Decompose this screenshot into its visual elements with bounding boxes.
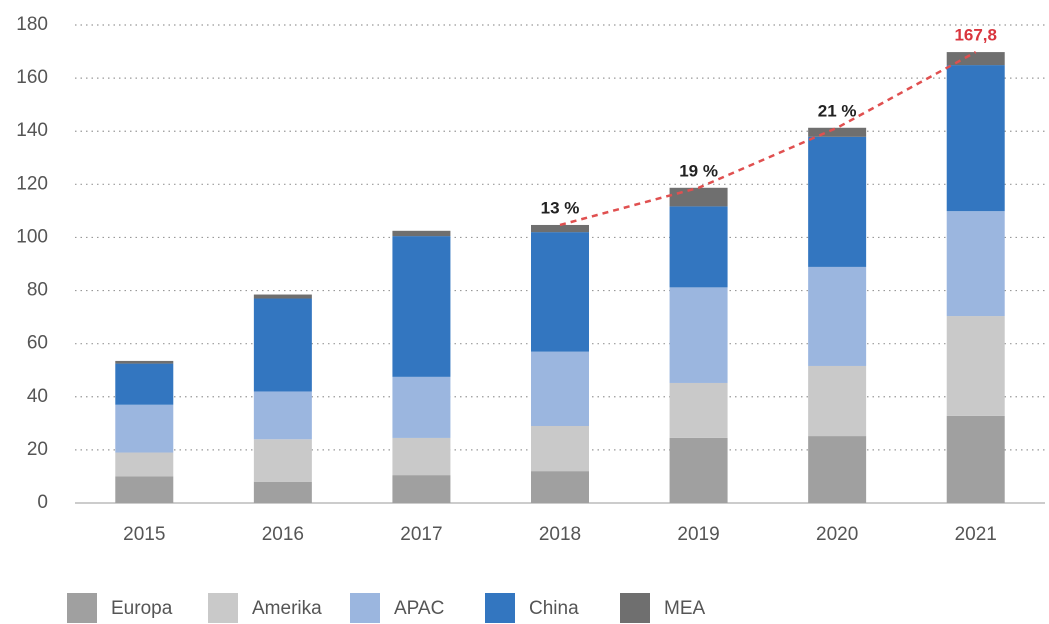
bar-segment <box>531 351 589 426</box>
bar-segment <box>669 287 728 383</box>
bar-segment <box>253 391 312 440</box>
bar-segment <box>669 437 728 503</box>
y-tick-label: 140 <box>16 120 48 141</box>
bar-segment <box>115 452 174 477</box>
bar-segment <box>115 363 174 405</box>
bar-segment <box>392 376 451 438</box>
bar-segment <box>531 425 589 472</box>
bar-segment <box>115 360 174 364</box>
y-tick-label: 180 <box>16 14 48 35</box>
annotation: 21 % <box>818 101 857 120</box>
bar-segment <box>946 415 1005 503</box>
y-tick-label: 120 <box>16 173 48 194</box>
bar-segment <box>808 127 867 137</box>
legend-swatch <box>485 593 515 623</box>
y-tick-label: 20 <box>27 439 48 460</box>
bar-segment <box>946 316 1005 416</box>
bar-segment <box>115 476 174 503</box>
bar-segment <box>531 471 589 503</box>
bar-segment <box>392 437 451 476</box>
y-tick-label: 80 <box>27 280 48 301</box>
bar-segment <box>253 298 312 392</box>
bar-segment <box>808 365 867 437</box>
bar-segment <box>531 232 589 352</box>
x-tick-label: 2016 <box>262 524 304 545</box>
legend-swatch <box>67 593 97 623</box>
annotation: 167,8 <box>954 26 997 45</box>
legend-swatch <box>208 593 238 623</box>
legend-label: Amerika <box>252 598 322 619</box>
bar-segment <box>531 224 589 233</box>
bar-segment <box>946 65 1005 212</box>
x-tick-label: 2019 <box>677 524 719 545</box>
bar-segment <box>115 404 174 453</box>
annotation-line <box>559 50 977 227</box>
bar-segment <box>808 266 867 366</box>
bar-segment <box>253 481 312 503</box>
bar-segment <box>392 236 451 377</box>
legend-label: Europa <box>111 598 173 619</box>
y-tick-label: 40 <box>27 386 48 407</box>
x-tick-label: 2020 <box>816 524 858 545</box>
annotation: 19 % <box>679 161 718 180</box>
legend-label: MEA <box>664 598 706 619</box>
bar-segment <box>253 439 312 482</box>
bar-segment <box>392 230 451 237</box>
legend-label: China <box>529 598 579 619</box>
bar-segment <box>808 136 867 267</box>
y-tick-label: 0 <box>37 492 48 513</box>
legend-label: APAC <box>394 598 444 619</box>
bar-segment <box>669 206 728 288</box>
y-tick-label: 160 <box>16 67 48 88</box>
y-tick-label: 100 <box>16 226 48 247</box>
x-tick-label: 2017 <box>400 524 442 545</box>
x-tick-label: 2021 <box>955 524 997 545</box>
bar-segment <box>946 211 1005 317</box>
legend-swatch <box>620 593 650 623</box>
bar-segment <box>669 187 728 207</box>
annotation: 13 % <box>541 198 580 217</box>
bar-segment <box>808 436 867 503</box>
bar-segment <box>669 382 728 438</box>
bar-segment <box>392 475 451 503</box>
x-tick-label: 2018 <box>539 524 581 545</box>
bar-segment <box>253 294 312 299</box>
x-tick-label: 2015 <box>123 524 165 545</box>
y-tick-label: 60 <box>27 333 48 354</box>
bar-segment <box>946 52 1005 66</box>
legend-swatch <box>350 593 380 623</box>
